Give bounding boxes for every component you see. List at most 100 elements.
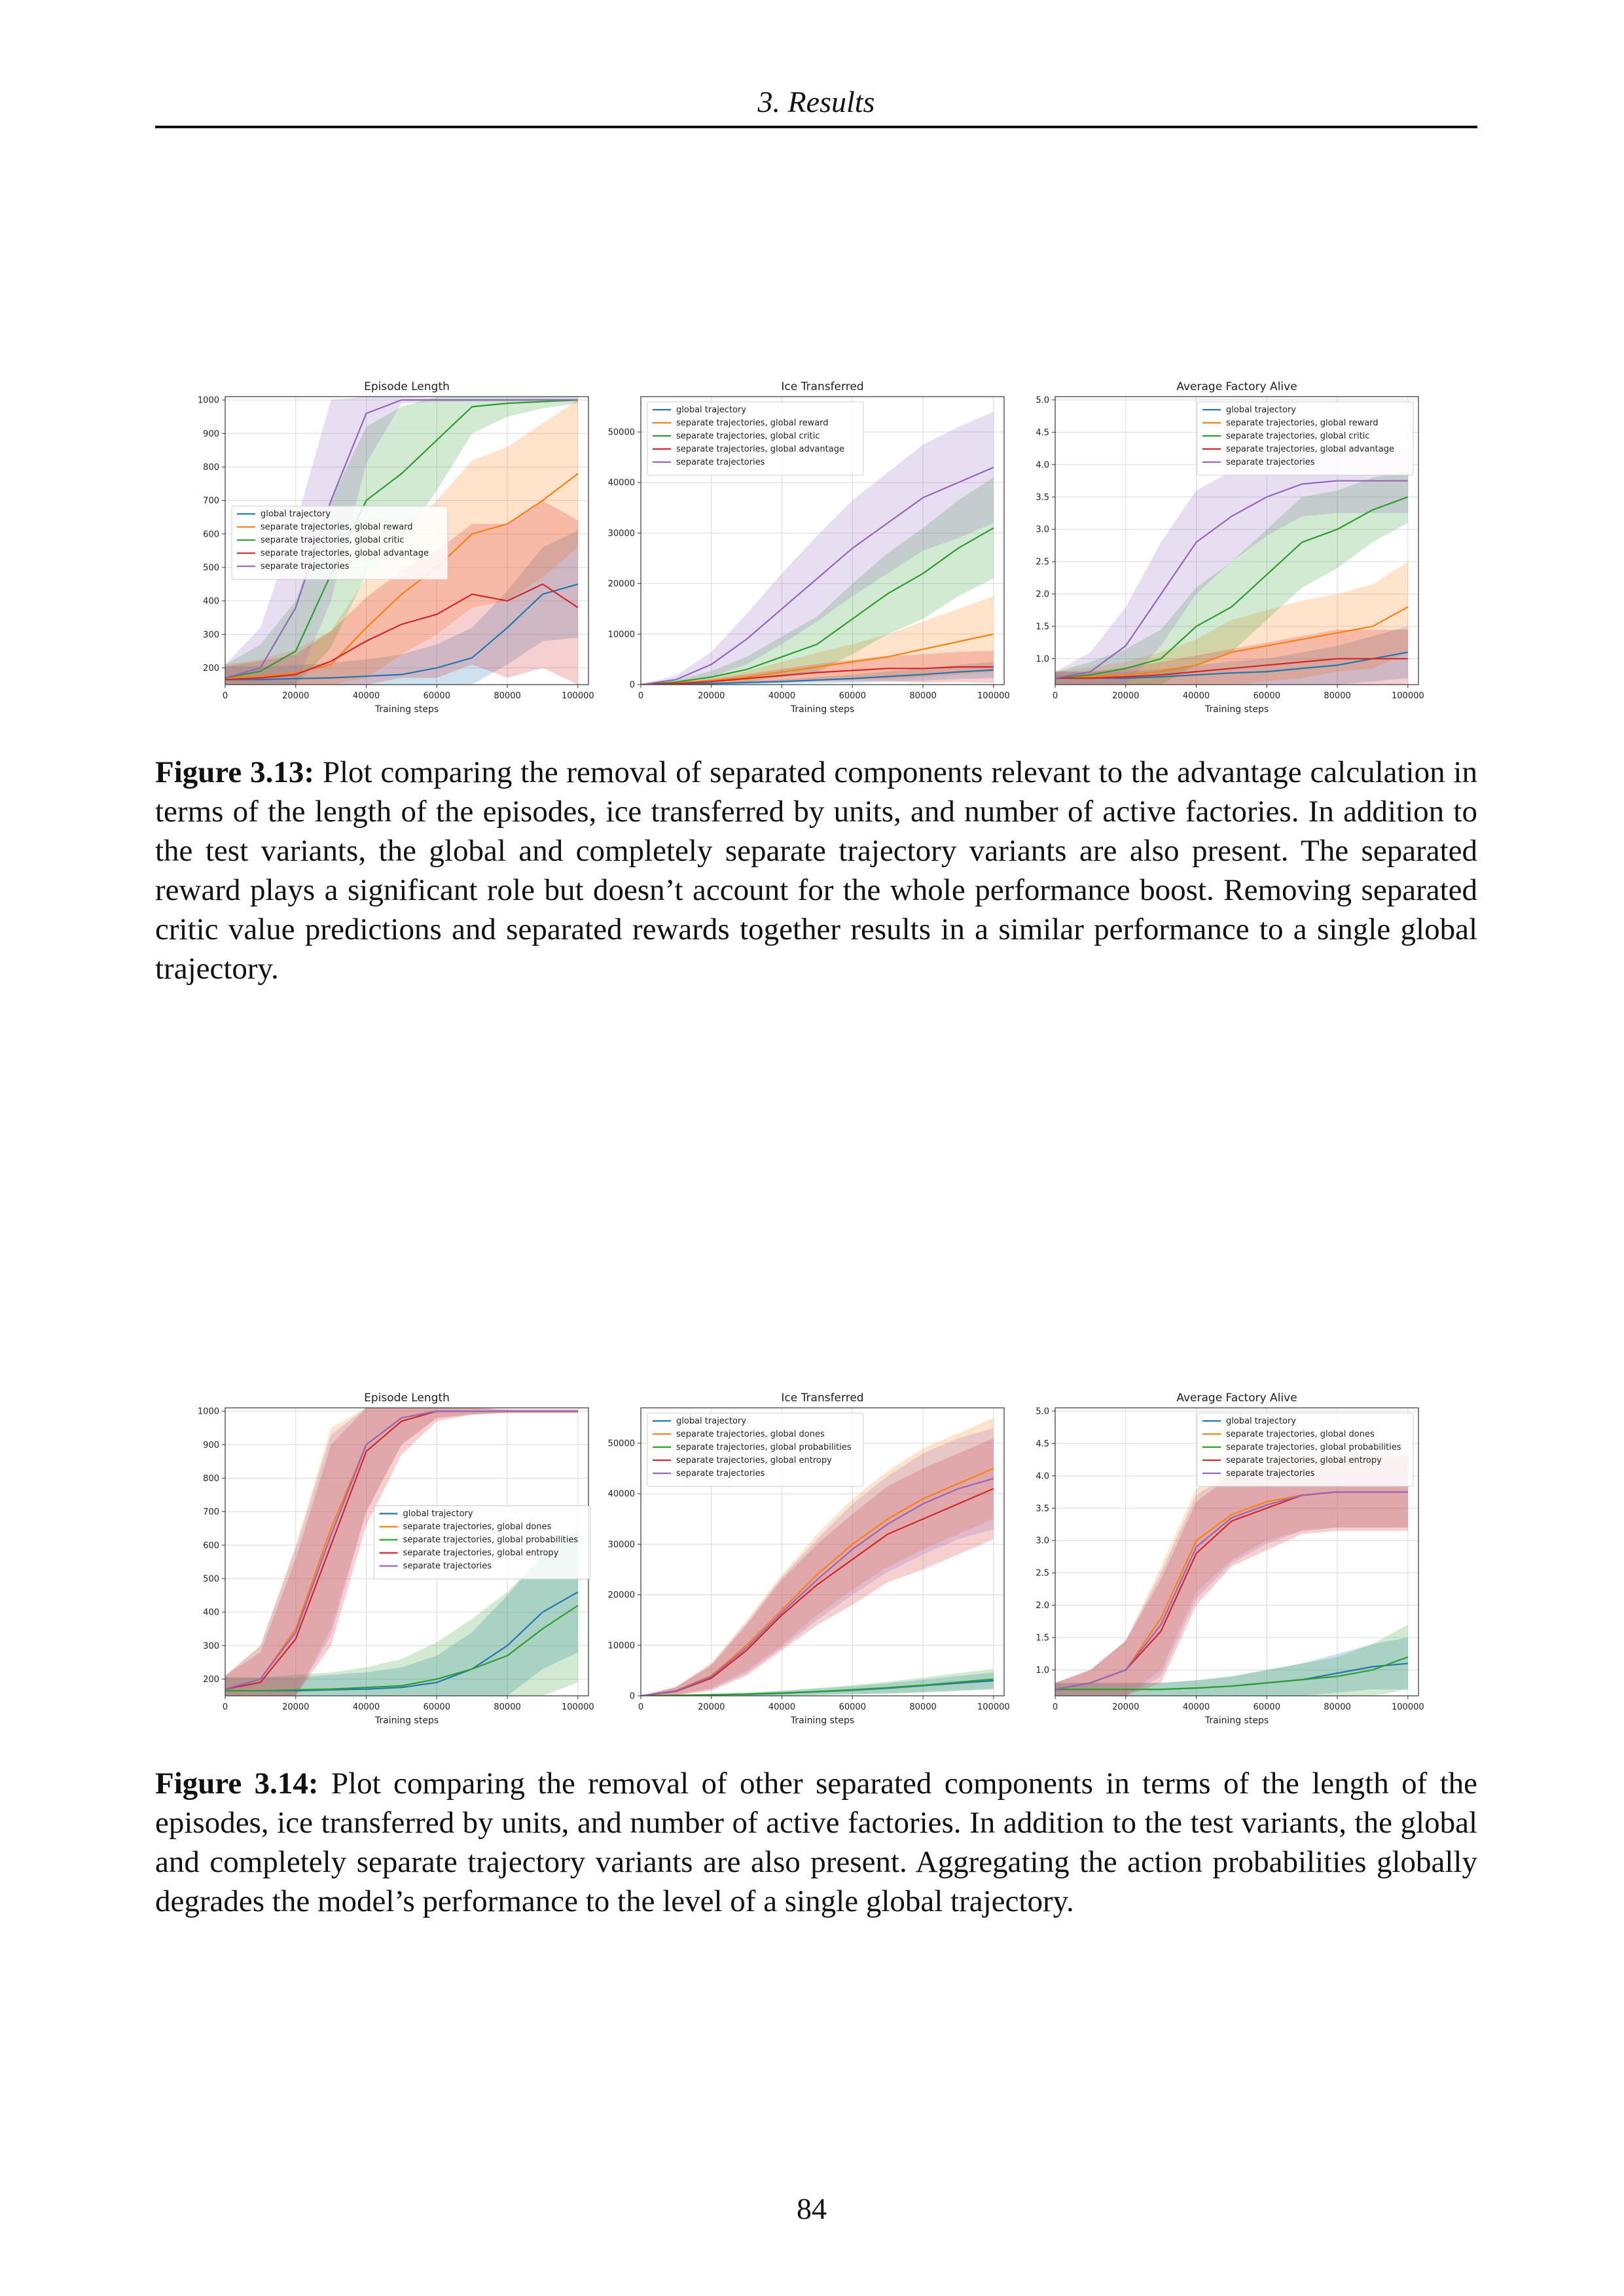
figure-3-13-caption: Figure 3.13: Plot comparing the removal … xyxy=(155,753,1477,988)
series-line xyxy=(225,473,579,679)
chart-episode-length-1: Episode Length 0 20000 40000 60000 80000 10000… xyxy=(198,380,594,715)
series-line xyxy=(225,583,579,681)
figure-3-13-plots: Episode Length 0 20000 40000 60000 80000 10000… xyxy=(181,373,1444,720)
legend: global trajectory separate trajectories, … xyxy=(374,1505,591,1580)
y-tick-label: 3.0 xyxy=(1036,525,1049,535)
y-tick-label: 900 xyxy=(203,1441,219,1450)
x-tick-label: 100000 xyxy=(562,691,594,701)
series-band xyxy=(1055,1638,1408,1696)
legend-entry: global trajectory xyxy=(403,1509,473,1519)
legend-entry: separate trajectories xyxy=(261,562,350,571)
y-tick-label: 1.0 xyxy=(1036,655,1049,664)
series-band xyxy=(1055,1456,1408,1696)
y-tick-label: 5.0 xyxy=(1036,395,1049,405)
x-axis-label: Training steps xyxy=(1204,1715,1269,1726)
y-tick-label: 700 xyxy=(203,1507,219,1517)
legend-entry: separate trajectories, global advantage xyxy=(676,444,844,454)
y-tick-label: 2.5 xyxy=(1036,1569,1049,1579)
y-tick-label: 0 xyxy=(630,681,635,691)
y-tick-label: 1.0 xyxy=(1036,1666,1049,1676)
y-tick-label: 1000 xyxy=(198,396,219,406)
x-tick-label: 60000 xyxy=(839,691,866,701)
series-band xyxy=(641,1672,994,1696)
y-tick-label: 3.5 xyxy=(1036,1504,1049,1514)
x-tick-label: 60000 xyxy=(424,691,450,701)
y-tick-label: 1.5 xyxy=(1036,1634,1049,1643)
legend: global trajectory separate trajectories, … xyxy=(1197,401,1414,476)
series-band xyxy=(641,1438,994,1696)
series-band xyxy=(641,412,994,685)
legend-entry: separate trajectories, global critic xyxy=(1226,431,1369,441)
y-tick-label: 2.0 xyxy=(1036,1601,1049,1611)
legend-entry: separate trajectories xyxy=(403,1562,492,1571)
header-rule xyxy=(155,126,1477,128)
series-line xyxy=(1055,480,1408,679)
x-tick-label: 0 xyxy=(1053,691,1058,701)
y-tick-label: 800 xyxy=(203,1474,219,1484)
series-line xyxy=(1055,606,1409,679)
chart-title: Average Factory Alive xyxy=(1176,1391,1297,1405)
series-line xyxy=(1055,496,1409,679)
y-tick-label: 30000 xyxy=(608,1540,635,1550)
series-band xyxy=(1055,629,1408,685)
plot-frame xyxy=(640,396,1005,685)
legend-box xyxy=(374,1505,591,1580)
chart-title: Episode Length xyxy=(364,380,450,393)
page-number: 84 xyxy=(797,2192,827,2225)
x-tick-label: 0 xyxy=(1053,1702,1058,1712)
series-band xyxy=(1055,1456,1408,1696)
x-tick-label: 20000 xyxy=(698,691,725,701)
x-tick-label: 0 xyxy=(638,691,643,701)
x-tick-label: 80000 xyxy=(494,1702,520,1712)
series-band xyxy=(641,596,994,685)
legend-box xyxy=(647,401,864,476)
legend-entry: global trajectory xyxy=(1226,1416,1296,1426)
caption-label: Figure 3.14: xyxy=(155,1767,319,1801)
x-tick-label: 100000 xyxy=(1392,691,1424,701)
y-tick-label: 40000 xyxy=(608,1490,635,1499)
legend-entry: separate trajectories, global dones xyxy=(1226,1429,1375,1439)
legend-entry: separate trajectories, global advantage xyxy=(1226,444,1394,454)
plot-frame xyxy=(225,396,589,685)
legend-entry: separate trajectories, global entropy xyxy=(403,1549,559,1558)
y-tick-label: 1.5 xyxy=(1036,622,1049,632)
series-line xyxy=(225,1410,578,1690)
series-band xyxy=(1055,448,1408,685)
series-band xyxy=(641,1669,994,1696)
x-tick-label: 0 xyxy=(638,1702,643,1712)
plot-frame xyxy=(1055,1407,1419,1696)
y-tick-label: 40000 xyxy=(608,478,635,488)
x-tick-label: 80000 xyxy=(909,1702,936,1712)
y-tick-label: 20000 xyxy=(608,1590,635,1600)
legend: global trajectory separate trajectories, … xyxy=(231,505,448,580)
legend-entry: separate trajectories xyxy=(676,1469,765,1479)
x-tick-label: 80000 xyxy=(494,691,520,701)
x-tick-label: 80000 xyxy=(909,691,936,701)
y-tick-label: 2.0 xyxy=(1036,590,1049,600)
x-tick-label: 20000 xyxy=(1112,1702,1139,1712)
chart-average-factory-alive-1: Average Factory Alive 0 20000 40000 60000 800… xyxy=(1036,380,1424,715)
x-tick-label: 40000 xyxy=(768,1702,795,1712)
series-line xyxy=(225,583,579,681)
legend-entry: separate trajectories, global critic xyxy=(676,431,820,441)
running-title: 3. Results xyxy=(757,85,875,118)
series-band xyxy=(225,500,578,685)
x-tick-label: 40000 xyxy=(1183,1702,1210,1712)
legend-box xyxy=(647,1412,864,1487)
legend-entry: global trajectory xyxy=(676,1416,746,1426)
x-tick-label: 100000 xyxy=(562,1702,594,1712)
x-tick-label: 40000 xyxy=(353,1702,380,1712)
series-line xyxy=(641,1488,994,1696)
legend-entry: separate trajectories, global advantage xyxy=(261,548,429,558)
legend-entry: separate trajectories, global entropy xyxy=(1226,1456,1382,1465)
legend: global trajectory separate trajectories, … xyxy=(1197,1412,1414,1487)
x-tick-label: 60000 xyxy=(1254,691,1280,701)
legend-entry: separate trajectories, global reward xyxy=(1226,418,1379,428)
y-tick-label: 900 xyxy=(203,429,219,439)
x-tick-label: 100000 xyxy=(977,1702,1010,1712)
chart-average-factory-alive-2: Average Factory Alive 0 20000 40000 60000 800… xyxy=(1036,1391,1424,1726)
x-tick-label: 20000 xyxy=(282,691,309,701)
legend-entry: separate trajectories, global reward xyxy=(261,522,413,532)
x-tick-label: 60000 xyxy=(424,1702,450,1712)
y-tick-label: 50000 xyxy=(608,1439,635,1449)
